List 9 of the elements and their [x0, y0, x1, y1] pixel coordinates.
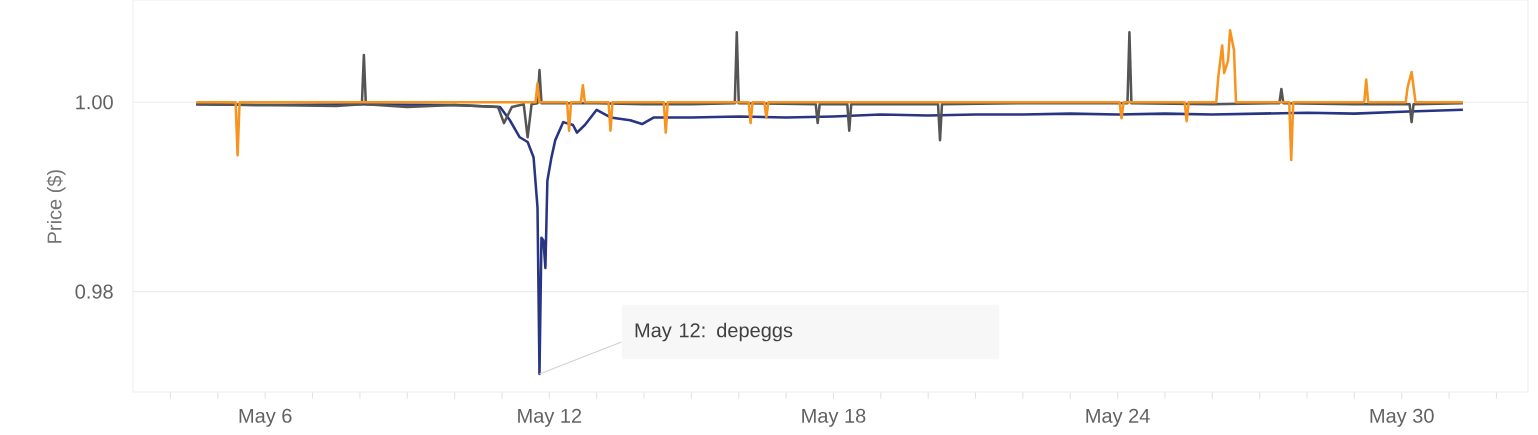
x-tick-label: May 12	[518, 408, 582, 427]
x-tick-label: May 30	[1370, 408, 1434, 427]
y-axis-title: Price ($)	[46, 170, 66, 243]
x-tick-label: May 18	[802, 408, 866, 427]
x-tick-label: May 6	[239, 408, 292, 427]
y-tick-label: 1.00	[76, 95, 113, 110]
annotation: May 12: depeggs	[635, 322, 793, 342]
y-tick-label: 0.98	[75, 284, 113, 299]
x-tick-label: May 24	[1086, 408, 1150, 427]
